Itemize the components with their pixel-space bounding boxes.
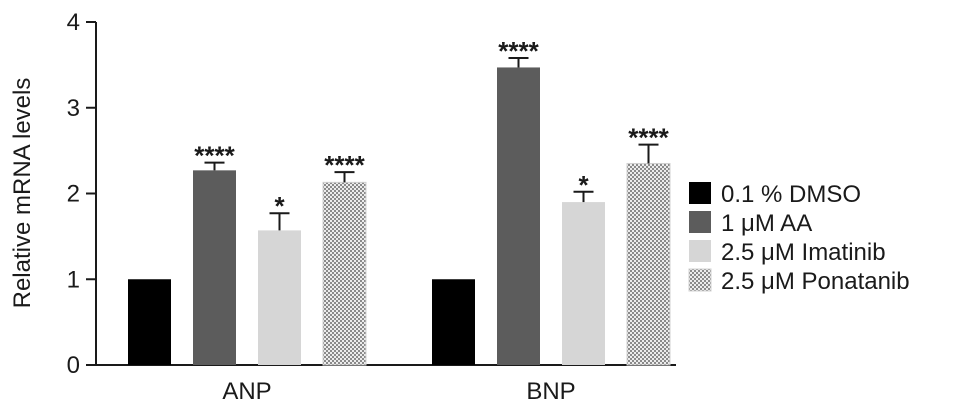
significance-labels: ****************** (194, 36, 669, 221)
y-ticks: 0 1 2 3 4 (67, 9, 96, 379)
bar-anp-series-0 (128, 279, 171, 365)
y-tick-label: 4 (67, 9, 80, 36)
significance-label: * (578, 170, 589, 200)
legend-swatch (689, 211, 711, 233)
y-tick-label: 1 (67, 266, 80, 293)
significance-label: **** (498, 36, 539, 66)
significance-label: **** (194, 141, 235, 171)
bar-bnp-series-2 (562, 202, 605, 365)
y-tick-label: 3 (67, 95, 80, 122)
legend-label: 1 μM AA (721, 210, 812, 237)
y-axis-label: Relative mRNA levels (9, 78, 36, 309)
y-tick-label: 2 (67, 181, 80, 208)
significance-label: * (274, 191, 285, 221)
bar-anp-series-1 (193, 170, 236, 365)
bars (128, 67, 671, 366)
bar-bnp-series-3 (626, 162, 671, 366)
bar-anp-series-3 (322, 181, 367, 366)
legend-label: 2.5 μM Imatinib (721, 239, 886, 266)
error-bars (204, 57, 659, 231)
axes: Relative mRNA levels (9, 22, 676, 366)
bar-bnp-series-0 (432, 279, 475, 365)
bar-bnp-series-1 (497, 67, 540, 365)
legend-label: 0.1 % DMSO (721, 181, 861, 208)
legend-swatch (688, 268, 712, 292)
significance-label: **** (324, 150, 365, 180)
category-label: ANP (222, 378, 271, 405)
significance-label: **** (628, 123, 669, 153)
bar-anp-series-2 (258, 230, 301, 365)
y-tick-label: 0 (67, 352, 80, 379)
category-labels: ANP BNP (222, 378, 575, 405)
category-label: BNP (526, 378, 575, 405)
legend-swatch (689, 240, 711, 262)
legend-swatch (689, 182, 711, 204)
legend-label: 2.5 μM Ponatanib (721, 268, 910, 295)
